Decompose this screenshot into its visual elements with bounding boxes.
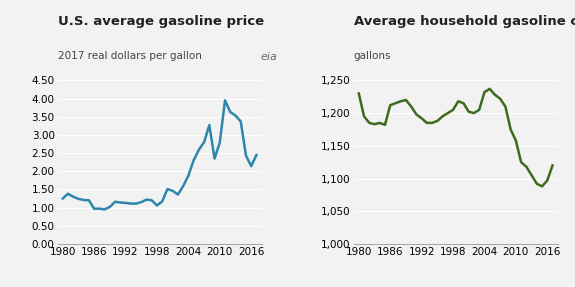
Text: Average household gasoline consumption: Average household gasoline consumption	[354, 15, 575, 28]
Text: 2017 real dollars per gallon: 2017 real dollars per gallon	[58, 51, 201, 61]
Text: U.S. average gasoline price: U.S. average gasoline price	[58, 15, 263, 28]
Text: gallons: gallons	[354, 51, 391, 61]
Text: eia: eia	[260, 53, 278, 62]
